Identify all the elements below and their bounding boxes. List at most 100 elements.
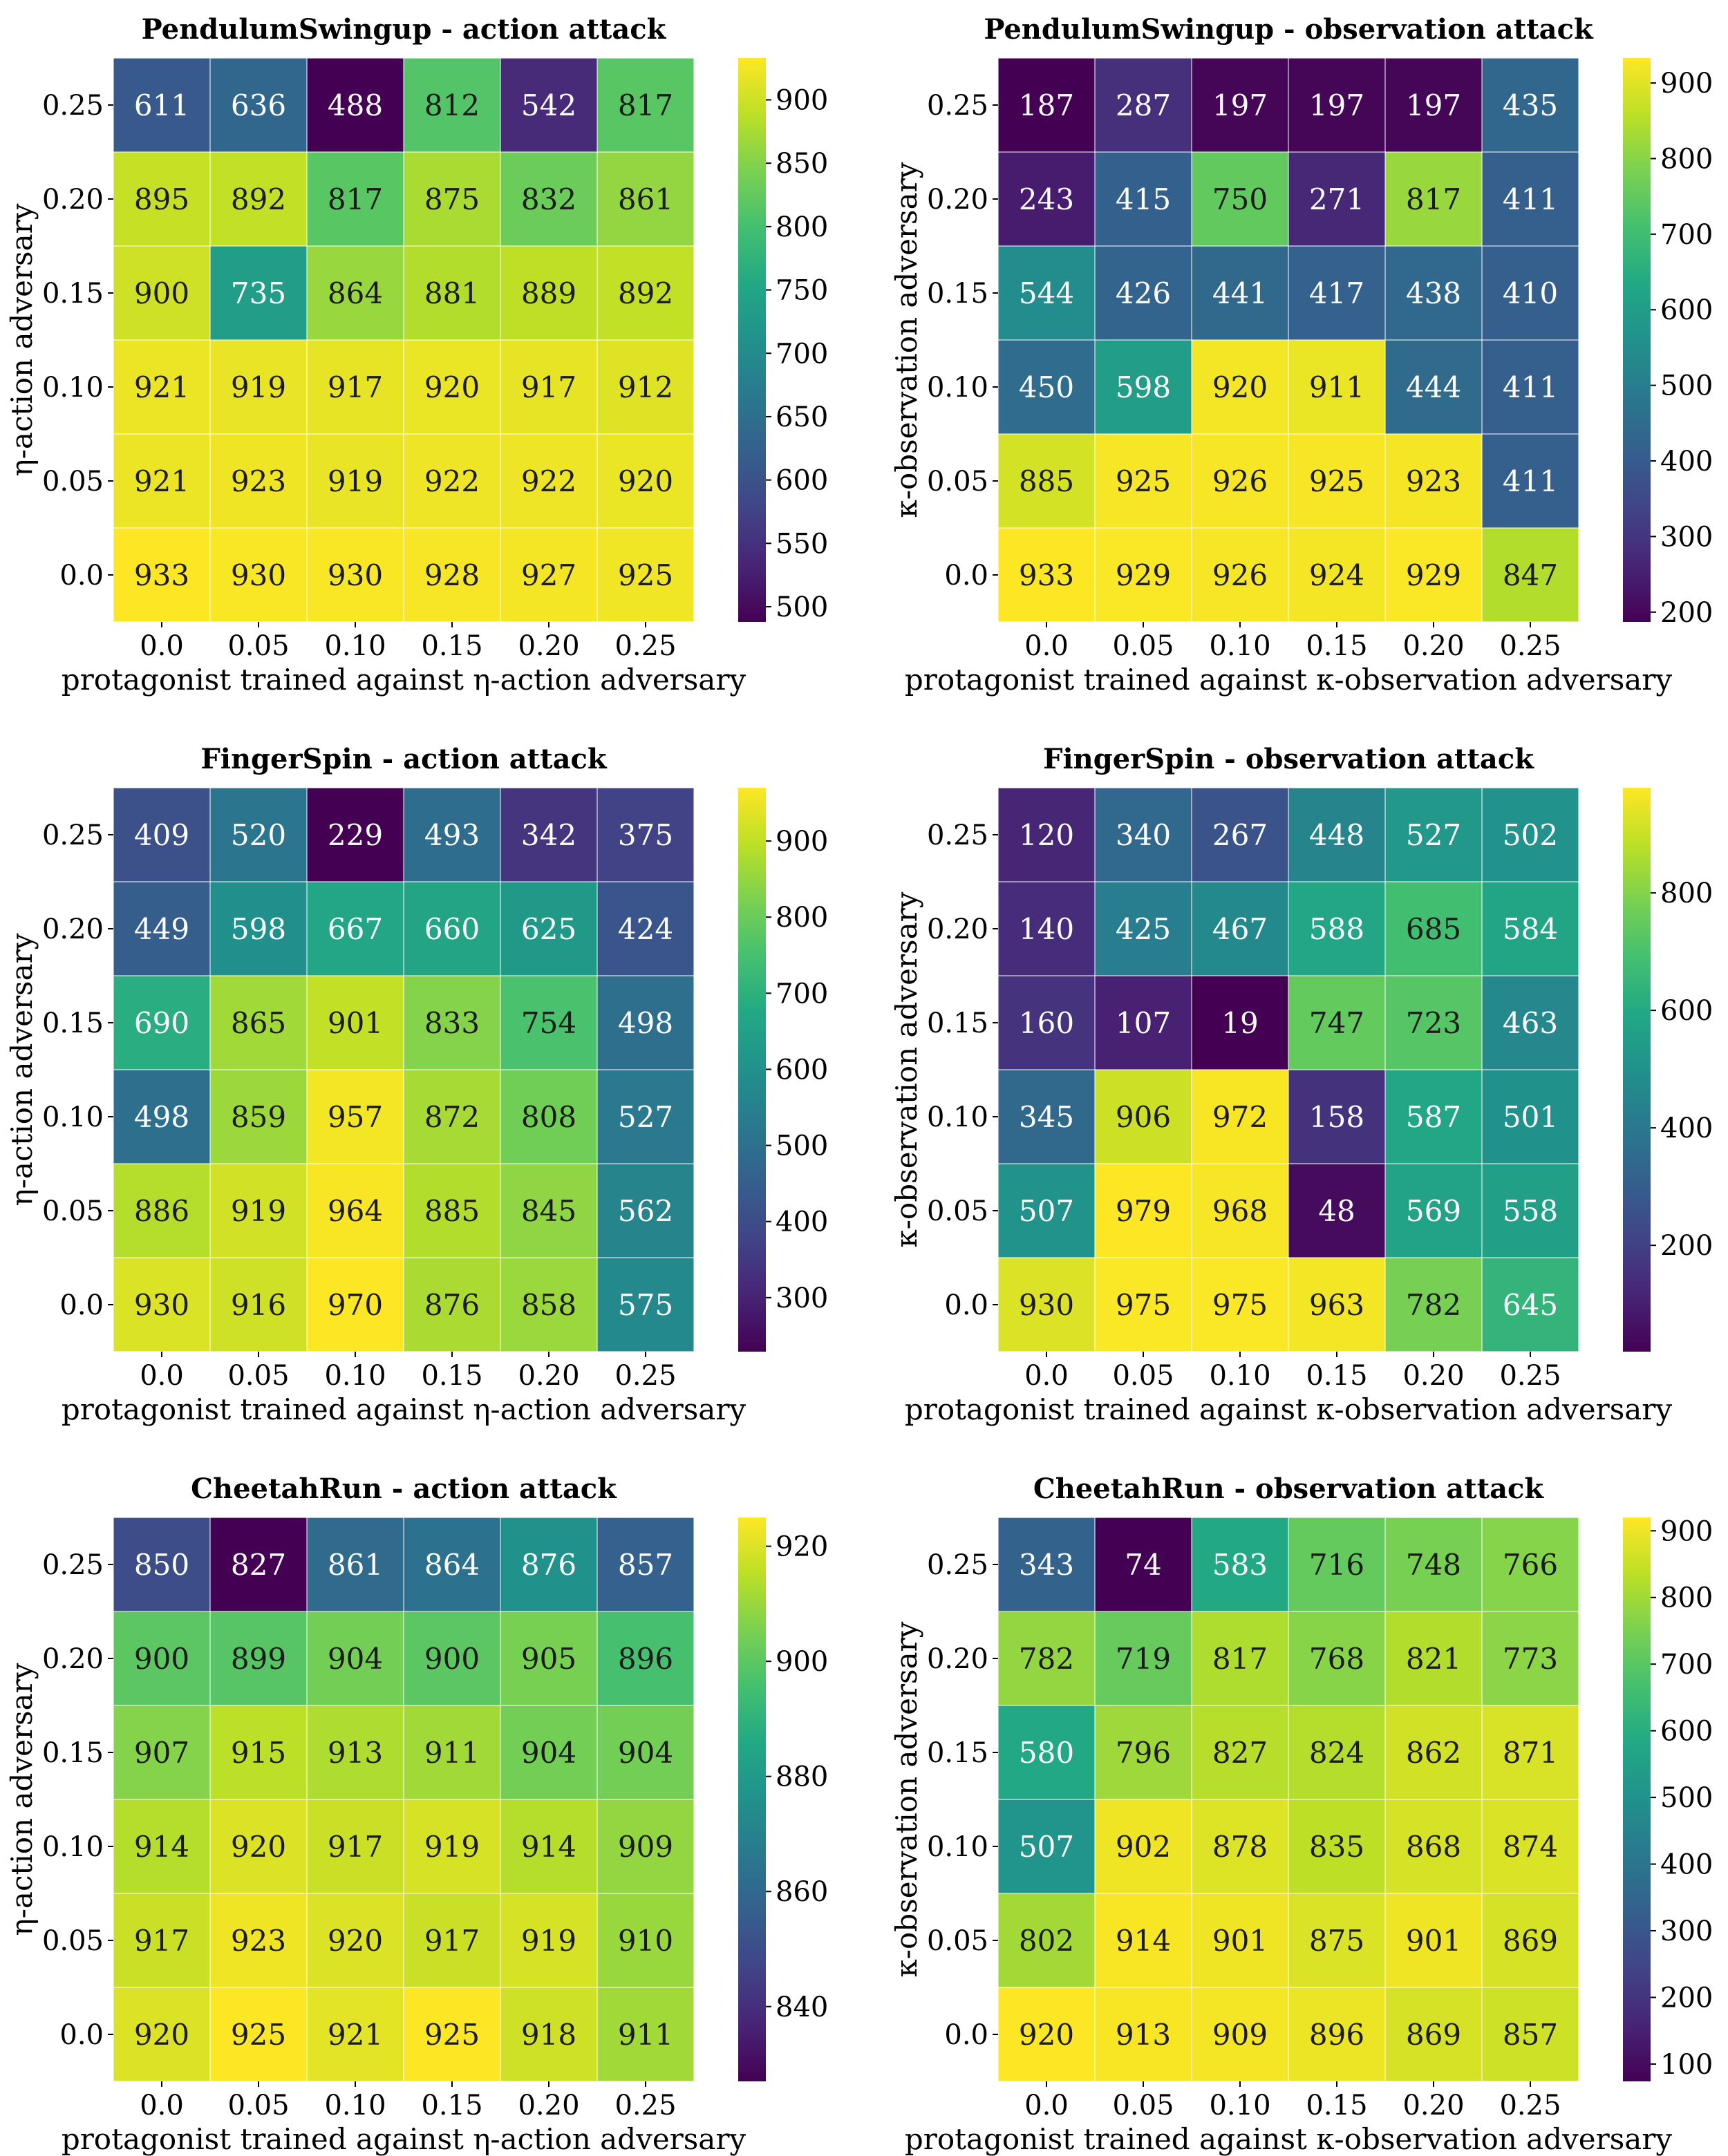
heatmap-cell [1094,245,1192,341]
heatmap-cell [1288,1893,1386,1988]
cell-value: 919 [328,464,383,498]
x-tick-label: 0.20 [1402,2090,1464,2121]
heatmap-cell [500,787,598,882]
x-tick-label: 0.0 [1024,1360,1069,1392]
heatmap-cell [113,787,211,882]
heatmap-cell [500,1705,598,1800]
heatmap-cell [997,339,1096,435]
x-axis-label: protagonist trained against κ-observatio… [905,1392,1673,1426]
heatmap-cell [209,1799,308,1894]
x-tick-label: 0.05 [1112,2090,1174,2121]
y-axis-label: η-action adversary [5,933,39,1206]
heatmap-cell [1191,151,1289,247]
cell-value: 914 [521,1830,576,1864]
y-tick-label: 0.15 [927,278,988,310]
cell-value: 876 [424,1288,480,1322]
heatmap-cell [500,57,598,153]
colorbar-tick-label: 400 [1660,1113,1713,1144]
heatmap-cell [1384,433,1483,529]
cell-value: 796 [1116,1736,1171,1770]
cell-value: 917 [328,1830,383,1864]
colorbar-tick-label: 800 [1660,143,1713,175]
heatmap-cell [597,433,695,529]
heatmap-cell [1191,787,1289,882]
cell-value: 438 [1406,276,1461,310]
colorbar-tick-label: 900 [1660,68,1713,100]
heatmap-cell [1288,1799,1386,1894]
x-tick-label: 0.25 [1499,2090,1561,2121]
heatmap-cell [1191,1799,1289,1894]
colorbar [1623,1517,1651,2081]
cell-value: 920 [328,1924,383,1958]
cell-value: 542 [521,88,576,122]
colorbar-tick-label: 400 [776,1207,828,1238]
heatmap-cell [500,881,598,976]
cell-value: 187 [1019,88,1074,122]
cell-value: 411 [1503,370,1558,404]
cell-value: 963 [1309,1288,1364,1322]
cell-value: 598 [231,912,286,946]
heatmap-cell [1481,527,1579,623]
x-tick-label: 0.25 [614,630,676,662]
x-tick-label: 0.20 [518,2090,579,2121]
cell-value: 768 [1309,1642,1364,1676]
heatmap-cell [403,1163,501,1258]
x-tick-label: 0.05 [227,1360,289,1392]
heatmap-cell [597,1799,695,1894]
heatmap-cell [997,1163,1096,1258]
heatmap-cell [500,527,598,623]
heatmap-cell [306,1163,404,1258]
cell-value: 812 [424,88,480,122]
y-tick-label: 0.20 [927,184,988,216]
cell-value: 864 [328,276,383,310]
heatmap-cell [306,1987,404,2082]
chart-title: FingerSpin - observation attack [1043,743,1534,775]
x-tick-label: 0.10 [324,630,386,662]
heatmap-cell [1094,57,1192,153]
heatmap-cell [1094,151,1192,247]
cell-value: 925 [424,2018,480,2052]
y-tick-label: 0.20 [42,184,104,216]
heatmap-cell [403,1799,501,1894]
x-tick-label: 0.05 [227,2090,289,2121]
colorbar-tick-label: 700 [1660,219,1713,251]
heatmap-panel-4: FingerSpin - observation attack 120 340 267… [890,743,1713,1426]
heatmap-cell [1191,433,1289,529]
heatmap-cell [997,1799,1096,1894]
colorbar-tick-label: 800 [776,211,828,243]
heatmap-panel-5: CheetahRun - action attack 850 827 861 864 87… [5,1473,828,2156]
colorbar-tick-label: 860 [776,1876,828,1908]
cell-value: 892 [618,276,673,310]
cell-value: 968 [1212,1194,1268,1228]
y-tick-label: 0.20 [927,914,988,945]
cell-value: 904 [618,1736,673,1770]
y-tick-label: 0.20 [42,914,104,945]
cell-value: 917 [424,1924,480,1958]
heatmap-cell [500,245,598,341]
heatmap-cell [597,527,695,623]
heatmap-cell [209,1517,308,1612]
cell-value: 817 [1212,1642,1268,1676]
heatmap-cell [209,787,308,882]
heatmap-cell [1288,151,1386,247]
heatmap-cell [306,245,404,341]
heatmap-cell [113,339,211,435]
cell-value: 921 [328,2018,383,2052]
x-tick-label: 0.15 [1306,2090,1367,2121]
heatmap-cell [403,1987,501,2082]
cell-value: 911 [618,2018,673,2052]
heatmap-cell [997,1257,1096,1352]
cell-value: 872 [424,1100,480,1134]
colorbar-tick-label: 400 [1660,446,1713,477]
heatmap-cell [597,1893,695,1988]
cell-value: 562 [618,1194,673,1228]
colorbar-tick-label: 700 [1660,1649,1713,1681]
heatmap-cell [997,881,1096,976]
cell-value: 667 [328,912,383,946]
cell-value: 957 [328,1100,383,1134]
cell-value: 850 [134,1548,189,1582]
cell-value: 901 [1212,1924,1268,1958]
chart-title: FingerSpin - action attack [200,743,608,775]
heatmap-cell [1288,881,1386,976]
cell-value: 747 [1309,1006,1364,1040]
